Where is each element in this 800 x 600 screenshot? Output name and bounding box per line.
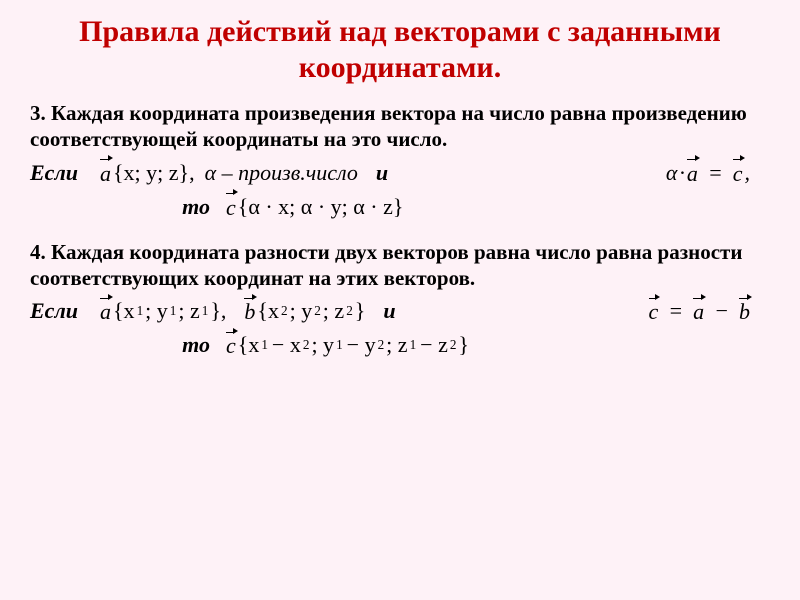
rule4-result: c {x1 − x2 ; y1 − y2 ; z1 − z2 } bbox=[226, 331, 469, 359]
comma: , bbox=[745, 160, 751, 186]
rule3-if-line: Если a {x; y; z}, α – произв.число и α ·… bbox=[30, 159, 770, 187]
then-label4: то bbox=[30, 332, 210, 358]
and-word: и bbox=[376, 160, 388, 186]
rule3-then-line: то c {α · x; α · y; α · z} bbox=[30, 193, 770, 221]
vector-b4b: b bbox=[739, 297, 750, 325]
rule4-if-line: Если a {x1 ; y1 ; z1 }, b {x2 ; y2 ; z2 … bbox=[30, 297, 770, 325]
c4-my: − y bbox=[347, 332, 376, 358]
vector-a2: a bbox=[687, 159, 698, 187]
rule4-equation: c = a − b bbox=[649, 297, 770, 325]
a4-m1: ; y bbox=[145, 298, 168, 324]
if-label: Если bbox=[30, 160, 90, 186]
b4-open: {x bbox=[257, 298, 279, 324]
rule3-text: 3. Каждая координата произведения вектор… bbox=[30, 100, 770, 153]
minus4: − bbox=[714, 298, 729, 324]
vector-a: a bbox=[100, 159, 111, 187]
vector-a4: a bbox=[100, 297, 111, 325]
b4-m1: ; y bbox=[290, 298, 313, 324]
c4-m2: ; z bbox=[386, 332, 407, 358]
dot: · bbox=[679, 160, 685, 186]
rule4-then-line: то c {x1 − x2 ; y1 − y2 ; z1 − z2 } bbox=[30, 331, 770, 359]
rule3-equation: α · a = c , bbox=[666, 159, 770, 187]
b4-m2: ; z bbox=[323, 298, 344, 324]
c4-mz: − z bbox=[420, 332, 448, 358]
vector-b4: b bbox=[244, 297, 255, 325]
alpha: α bbox=[666, 160, 678, 186]
c4-close: } bbox=[458, 332, 469, 358]
b4-close: } bbox=[355, 298, 366, 324]
vector-c4b: c bbox=[226, 331, 236, 359]
then-label: то bbox=[30, 194, 210, 220]
c4-mx: − x bbox=[272, 332, 301, 358]
slide: Правила действий над векторами с заданны… bbox=[0, 0, 800, 379]
equals4: = bbox=[668, 298, 683, 324]
if-label4: Если bbox=[30, 298, 90, 324]
slide-title: Правила действий над векторами с заданны… bbox=[30, 14, 770, 86]
a4-close: }, bbox=[210, 298, 226, 324]
a4-open: {x bbox=[113, 298, 135, 324]
a4-m2: ; z bbox=[178, 298, 199, 324]
alpha-text: α – произв.число bbox=[205, 160, 358, 186]
and-word4: и bbox=[383, 298, 395, 324]
a-coords: {x; y; z}, bbox=[113, 160, 195, 186]
vector-c2: c bbox=[226, 193, 236, 221]
c4-m1: ; y bbox=[311, 332, 334, 358]
equals: = bbox=[708, 160, 723, 186]
vector-a4b: a bbox=[693, 297, 704, 325]
vector-c4: c bbox=[649, 297, 659, 325]
rule4-a-def: a {x1 ; y1 ; z1 }, b {x2 ; y2 ; z2 } bbox=[100, 297, 365, 325]
rule3-result: c {α · x; α · y; α · z} bbox=[226, 193, 403, 221]
rule3-a-def: a {x; y; z}, α – произв.число и bbox=[100, 159, 388, 187]
vector-c: c bbox=[733, 159, 743, 187]
rule4-text: 4. Каждая координата разности двух векто… bbox=[30, 239, 770, 292]
c-coords: {α · x; α · y; α · z} bbox=[238, 194, 404, 220]
c4-open: {x bbox=[238, 332, 260, 358]
